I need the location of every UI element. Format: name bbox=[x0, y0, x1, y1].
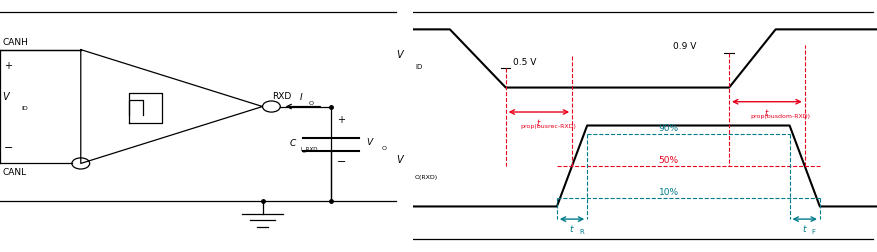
Text: ID: ID bbox=[21, 106, 28, 111]
Text: $V$: $V$ bbox=[396, 48, 405, 60]
Text: RXD: RXD bbox=[272, 92, 291, 101]
Text: O: O bbox=[381, 145, 386, 150]
Text: $I$: $I$ bbox=[298, 91, 303, 102]
Text: $t$: $t$ bbox=[763, 106, 769, 117]
Text: −: − bbox=[4, 142, 13, 152]
Text: $t$: $t$ bbox=[536, 116, 541, 127]
Text: R: R bbox=[578, 228, 583, 234]
Text: $V$: $V$ bbox=[365, 136, 374, 147]
Text: 0.5 V: 0.5 V bbox=[512, 57, 536, 66]
Text: ID: ID bbox=[415, 64, 422, 70]
Text: +: + bbox=[4, 60, 12, 71]
Text: 50%: 50% bbox=[658, 155, 678, 164]
Text: prop(busrec-RXD): prop(busrec-RXD) bbox=[520, 124, 575, 129]
Text: 10%: 10% bbox=[658, 187, 678, 197]
Text: $t$: $t$ bbox=[568, 222, 574, 233]
Text: +: + bbox=[337, 115, 345, 125]
Text: 0.9 V: 0.9 V bbox=[673, 42, 695, 51]
Text: −: − bbox=[337, 156, 346, 166]
Text: $C$: $C$ bbox=[289, 137, 296, 148]
Text: L_RXD: L_RXD bbox=[301, 146, 318, 151]
Text: CANH: CANH bbox=[2, 38, 28, 47]
Text: prop(busdom-RXD): prop(busdom-RXD) bbox=[750, 114, 810, 119]
Text: 90%: 90% bbox=[658, 123, 678, 132]
Text: $V$: $V$ bbox=[2, 90, 11, 102]
Text: O: O bbox=[309, 101, 314, 106]
Text: F: F bbox=[810, 228, 815, 234]
Text: O(RXD): O(RXD) bbox=[415, 174, 438, 179]
Text: CANL: CANL bbox=[2, 168, 26, 177]
Text: $V$: $V$ bbox=[396, 153, 405, 165]
Text: $t$: $t$ bbox=[801, 222, 807, 233]
